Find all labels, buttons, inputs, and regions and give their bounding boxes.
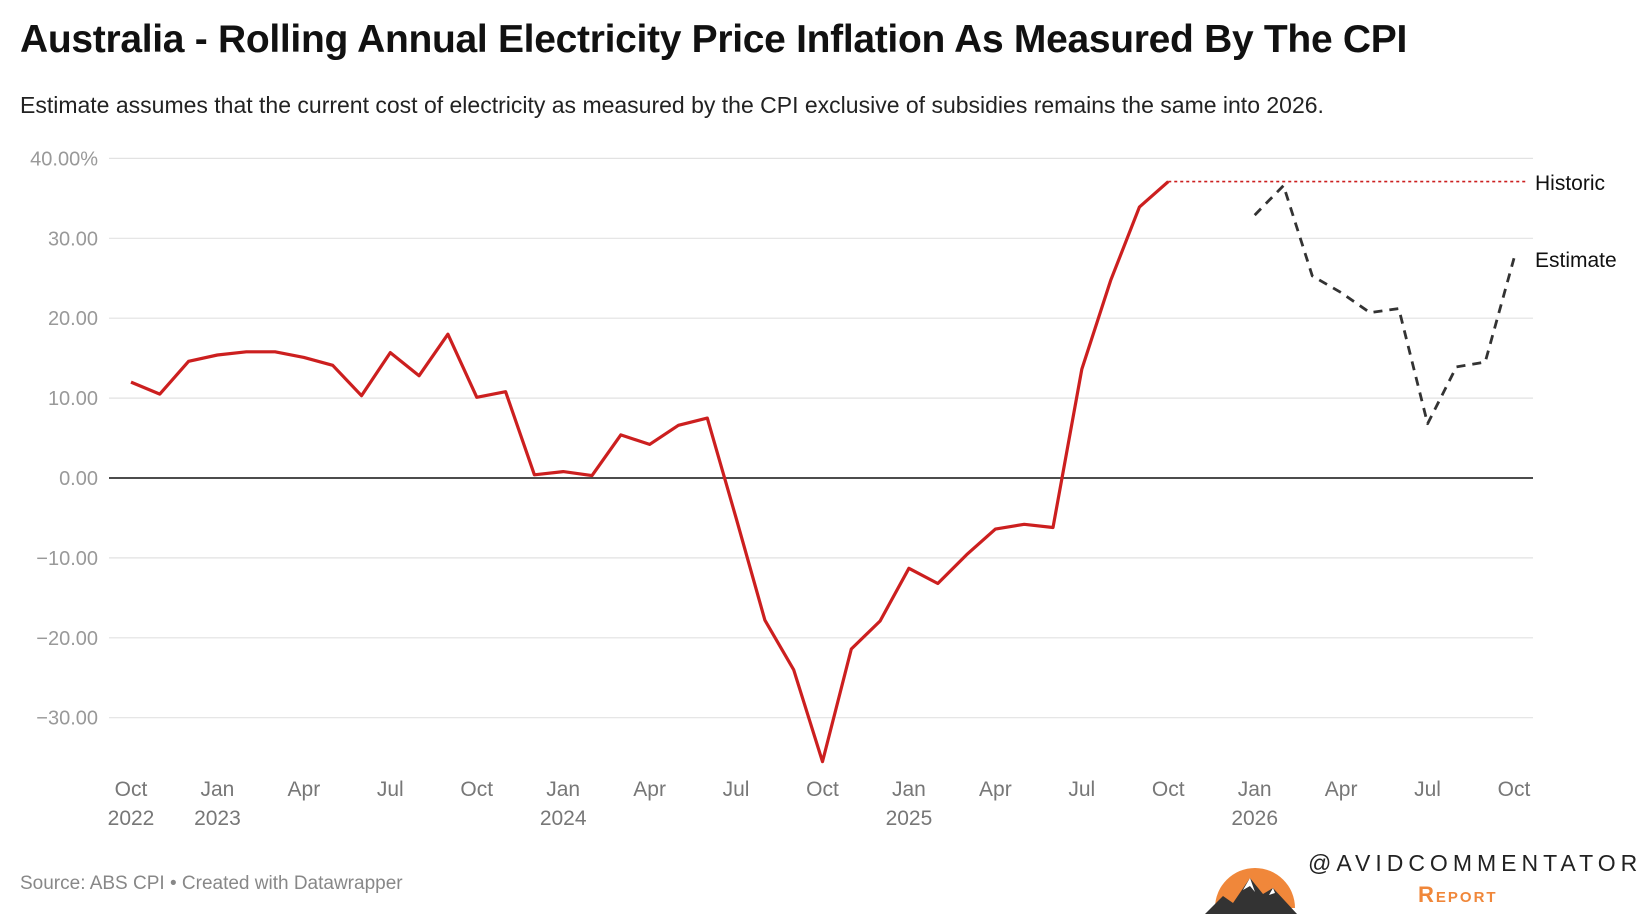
x-tick-label: Oct xyxy=(460,778,493,801)
brand-handle: @AVIDCOMMENTATOR xyxy=(1308,850,1640,876)
x-tick-label: Jan xyxy=(546,778,580,801)
y-tick-label: 0.00 xyxy=(59,468,98,490)
x-tick-label: Apr xyxy=(288,778,321,801)
y-tick-label: 30.00 xyxy=(48,228,98,250)
x-tick-label: Jan xyxy=(201,778,235,801)
x-tick-label: Jul xyxy=(723,778,750,801)
x-tick-label: Oct xyxy=(806,778,839,801)
x-tick-year: 2022 xyxy=(108,807,155,830)
x-tick-label: Oct xyxy=(1498,778,1531,801)
series-line-historic xyxy=(130,180,1170,764)
y-tick-label: −20.00 xyxy=(36,628,98,650)
mountain-sun-logo-icon xyxy=(1205,868,1297,914)
x-tick-label: Oct xyxy=(115,778,148,801)
x-tick-year: 2026 xyxy=(1231,807,1278,830)
x-tick-label: Jan xyxy=(1238,778,1272,801)
series-label-estimate: Estimate xyxy=(1535,249,1617,272)
chart-title: Australia - Rolling Annual Electricity P… xyxy=(20,18,1407,61)
x-tick-year: 2024 xyxy=(540,807,587,830)
y-tick-label: 40.00% xyxy=(30,148,98,170)
x-tick-label: Apr xyxy=(633,778,666,801)
y-tick-label: 20.00 xyxy=(48,308,98,330)
series-line-estimate xyxy=(1253,184,1516,426)
x-tick-label: Jul xyxy=(1414,778,1441,801)
x-tick-label: Jul xyxy=(1068,778,1095,801)
x-tick-label: Apr xyxy=(1325,778,1358,801)
series-label-historic: Historic xyxy=(1535,172,1605,195)
x-tick-label: Oct xyxy=(1152,778,1185,801)
brand-report: Report xyxy=(1418,882,1498,907)
y-tick-label: −10.00 xyxy=(36,548,98,570)
x-tick-label: Jan xyxy=(892,778,926,801)
x-tick-label: Apr xyxy=(979,778,1012,801)
y-tick-label: 10.00 xyxy=(48,388,98,410)
x-tick-year: 2023 xyxy=(194,807,241,830)
chart-subtitle: Estimate assumes that the current cost o… xyxy=(20,92,1324,118)
x-tick-year: 2025 xyxy=(886,807,933,830)
x-tick-label: Jul xyxy=(377,778,404,801)
source-note: Source: ABS CPI • Created with Datawrapp… xyxy=(20,873,403,894)
y-tick-label: −30.00 xyxy=(36,708,98,730)
